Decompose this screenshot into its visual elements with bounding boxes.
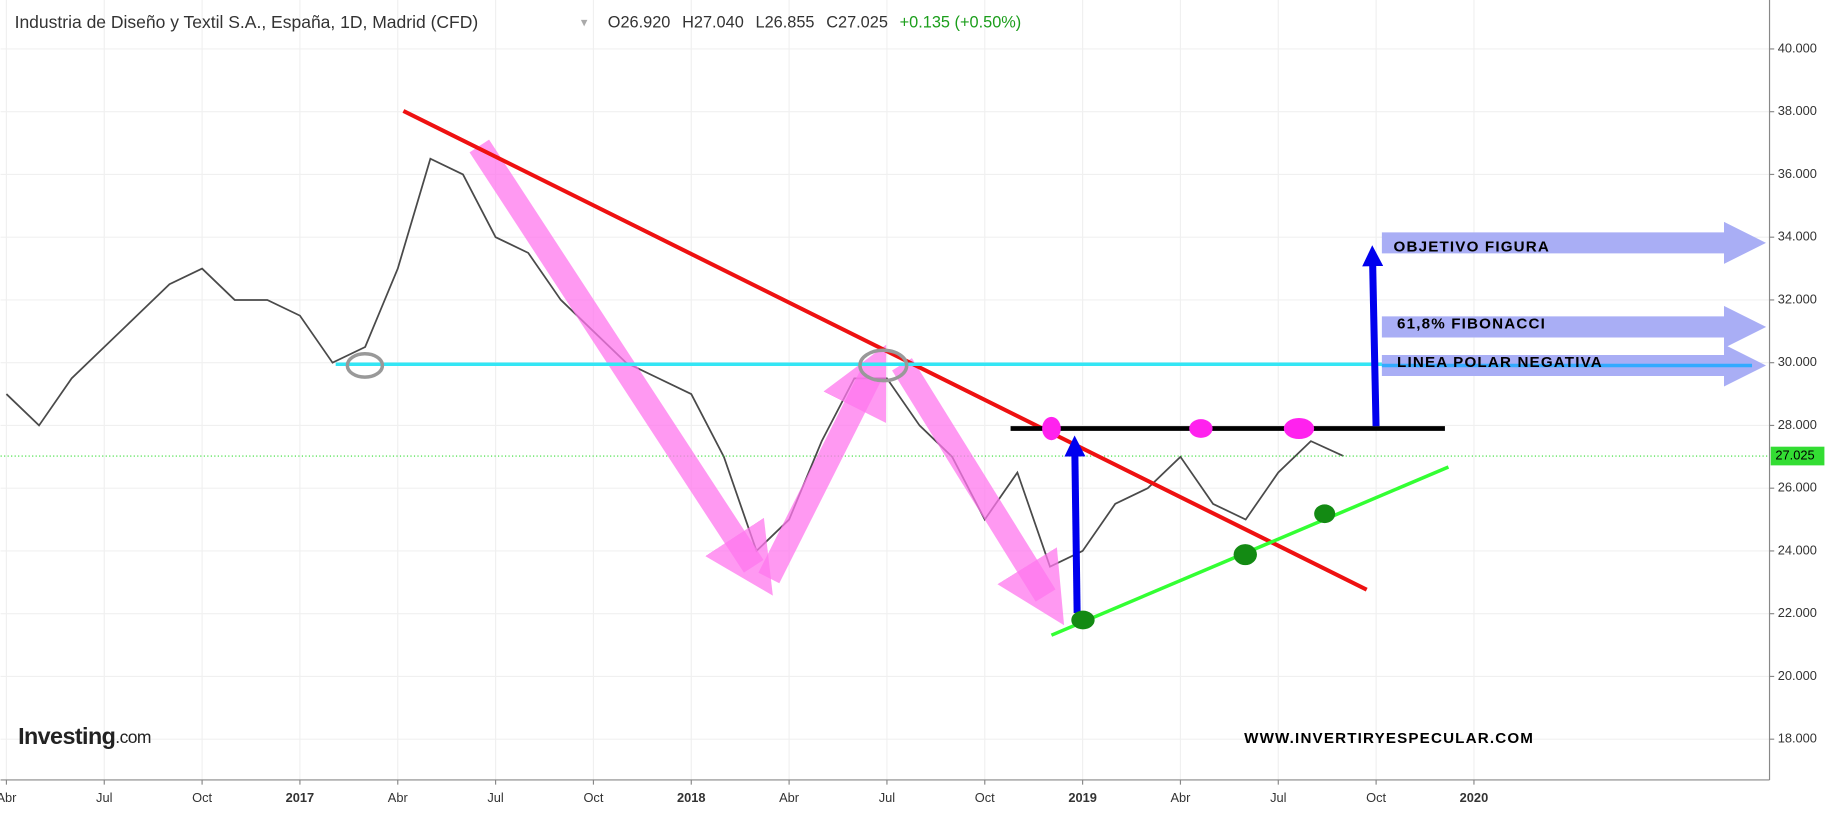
last-price-label: 27.025 bbox=[1775, 447, 1814, 462]
x-tick-label: Abr bbox=[388, 790, 409, 805]
y-tick-label: 36.000 bbox=[1778, 166, 1817, 181]
y-tick-label: 38.000 bbox=[1778, 103, 1817, 118]
blue-arrow bbox=[1362, 245, 1384, 427]
x-tick-label: Abr bbox=[1170, 790, 1191, 805]
pink-arrow bbox=[892, 358, 1065, 626]
green-dot bbox=[1071, 610, 1095, 630]
magenta-dot bbox=[1189, 419, 1213, 438]
magenta-dot bbox=[1283, 418, 1315, 440]
y-tick-label: 32.000 bbox=[1778, 291, 1817, 306]
green-dot bbox=[1314, 504, 1336, 524]
logo-suffix: .com bbox=[115, 727, 151, 747]
blue-arrow bbox=[1064, 435, 1086, 614]
x-tick-label: Jul bbox=[96, 790, 112, 805]
y-tick-label: 26.000 bbox=[1778, 480, 1817, 495]
x-tick-label: Oct bbox=[1366, 790, 1386, 805]
logo-name: Investing bbox=[18, 723, 115, 749]
x-tick-label: 2017 bbox=[286, 790, 315, 805]
quote-value: +0.135 (+0.50%) bbox=[900, 14, 1022, 32]
ring bbox=[858, 348, 909, 383]
y-tick-label: 24.000 bbox=[1778, 542, 1817, 557]
quote: O26.920 H27.040 L26.855 C27.025 +0.135 (+0.5… bbox=[608, 14, 1022, 32]
x-tick-label: Abr bbox=[779, 790, 800, 805]
green-dot bbox=[1233, 544, 1257, 566]
x-tick-label: Oct bbox=[975, 790, 995, 805]
y-tick-label: 40.000 bbox=[1778, 40, 1817, 55]
pink-arrow bbox=[758, 344, 887, 584]
x-tick-label: Oct bbox=[583, 790, 603, 805]
x-tick-label: 2019 bbox=[1068, 790, 1097, 805]
ring bbox=[345, 352, 385, 379]
x-tick-label: 2018 bbox=[677, 790, 706, 805]
pink-arrow bbox=[469, 139, 773, 596]
y-tick-label: 22.000 bbox=[1778, 605, 1817, 620]
grid bbox=[0, 0, 1770, 780]
x-tick-label: Jul bbox=[879, 790, 895, 805]
quote-value: O26.920 bbox=[608, 14, 671, 32]
x-tick-label: Jul bbox=[487, 790, 503, 805]
quote-value: H27.040 bbox=[682, 14, 744, 32]
logo: Investing.com bbox=[18, 723, 151, 749]
price-line bbox=[5, 157, 1344, 568]
x-tick-label: Jul bbox=[1270, 790, 1286, 805]
y-tick-label: 20.000 bbox=[1778, 668, 1817, 683]
y-tick-label: 28.000 bbox=[1778, 417, 1817, 432]
dropdown[interactable]: ▾ bbox=[581, 15, 588, 30]
quote-value: C27.025 bbox=[826, 14, 888, 32]
y-tick-label: 30.000 bbox=[1778, 354, 1817, 369]
annotation: LINEA POLAR NEGATIVA bbox=[1397, 354, 1603, 371]
annotation: OBJETIVO FIGURA bbox=[1394, 239, 1550, 256]
quote-value: L26.855 bbox=[755, 14, 814, 32]
chart-title: Industria de Diseño y Textil S.A., Españ… bbox=[15, 12, 479, 32]
annotations: OBJETIVO FIGURA 61,8% FIBONACCI LINEA PO… bbox=[335, 109, 1767, 747]
plot bbox=[0, 157, 1770, 568]
last-price-box bbox=[1770, 446, 1825, 466]
x-tick-label: Oct bbox=[192, 790, 212, 805]
annotation: 61,8% FIBONACCI bbox=[1397, 316, 1546, 333]
y-tick-label: 34.000 bbox=[1778, 229, 1817, 244]
x-tick-label: 2020 bbox=[1460, 790, 1489, 805]
magenta-dot bbox=[1042, 416, 1061, 441]
x-tick-label: Abr bbox=[0, 790, 17, 805]
watermark: WWW.INVERTIRYESPECULAR.COM bbox=[1244, 730, 1534, 747]
y-tick-label: 18.000 bbox=[1778, 731, 1817, 746]
